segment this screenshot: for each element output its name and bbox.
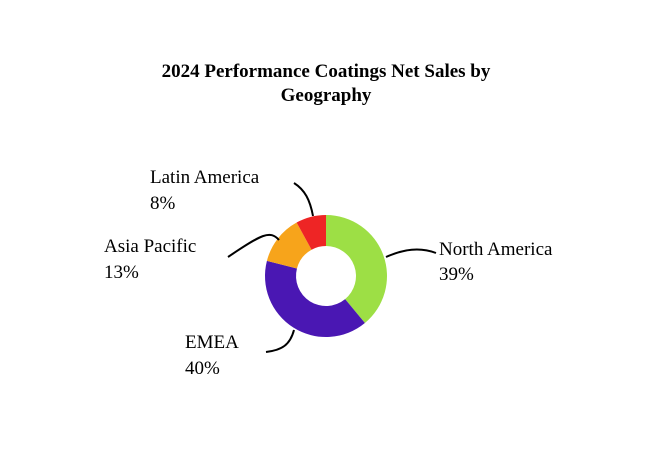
slice-north-america <box>326 215 387 324</box>
slice-value-asia-pacific: 13% <box>104 262 139 283</box>
leader-line-latin-america <box>293 182 314 217</box>
slice-label-north-america: North America <box>439 239 553 260</box>
leader-line-asia-pacific <box>227 233 280 258</box>
slice-emea <box>264 260 365 337</box>
slice-value-north-america: 39% <box>439 264 474 285</box>
chart-title-line-2: Geography <box>280 85 372 106</box>
slice-label-emea: EMEA <box>185 332 239 353</box>
slice-label-latin-america: Latin America <box>150 167 260 188</box>
slice-latin-america <box>296 215 326 250</box>
chart-title-line-1: 2024 Performance Coatings Net Sales by <box>161 61 491 82</box>
leader-line-north-america <box>385 248 437 258</box>
slice-value-latin-america: 8% <box>150 193 176 214</box>
chart-title: 2024 Performance Coatings Net Sales by G… <box>0 60 652 108</box>
slice-label-asia-pacific: Asia Pacific <box>104 236 196 257</box>
leader-line-emea <box>265 329 295 353</box>
slice-value-emea: 40% <box>185 358 220 379</box>
slice-asia-pacific <box>266 222 312 269</box>
